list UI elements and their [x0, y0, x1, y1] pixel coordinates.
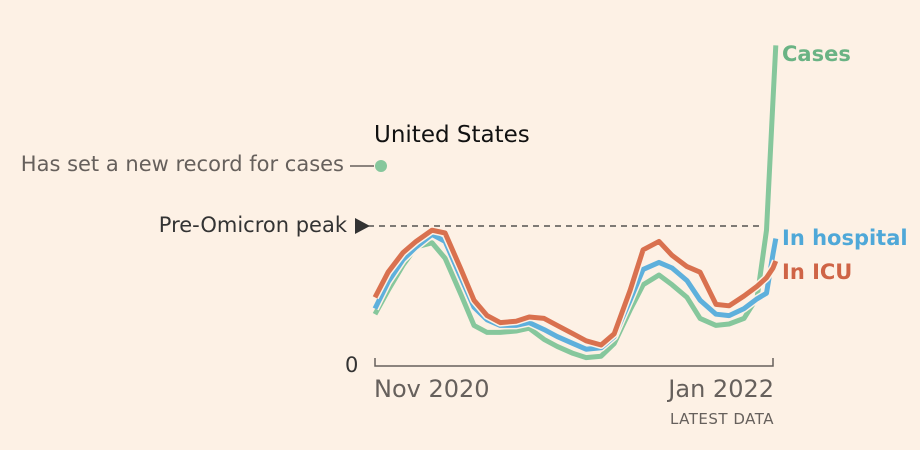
latest-data-note: LATEST DATA	[669, 410, 774, 428]
chart-title: United States	[374, 122, 530, 148]
y-tick-label: 0	[345, 353, 359, 377]
x-tick-label: Nov 2020	[374, 375, 490, 403]
record-dot	[375, 160, 387, 172]
series-line-cases	[372, 45, 779, 361]
series-label-hospital: In hospital	[782, 226, 908, 250]
series-label-cases: Cases	[782, 42, 851, 66]
x-tick-label: Jan 2022	[668, 375, 774, 403]
chart-subtitle: Has set a new record for cases	[20, 152, 344, 176]
peak-arrow-icon	[355, 218, 370, 234]
series-label-icu: In ICU	[782, 260, 853, 284]
x-axis	[374, 358, 774, 367]
series-line-in-icu	[372, 227, 779, 348]
peak-annotation: Pre-Omicron peak	[158, 213, 347, 237]
